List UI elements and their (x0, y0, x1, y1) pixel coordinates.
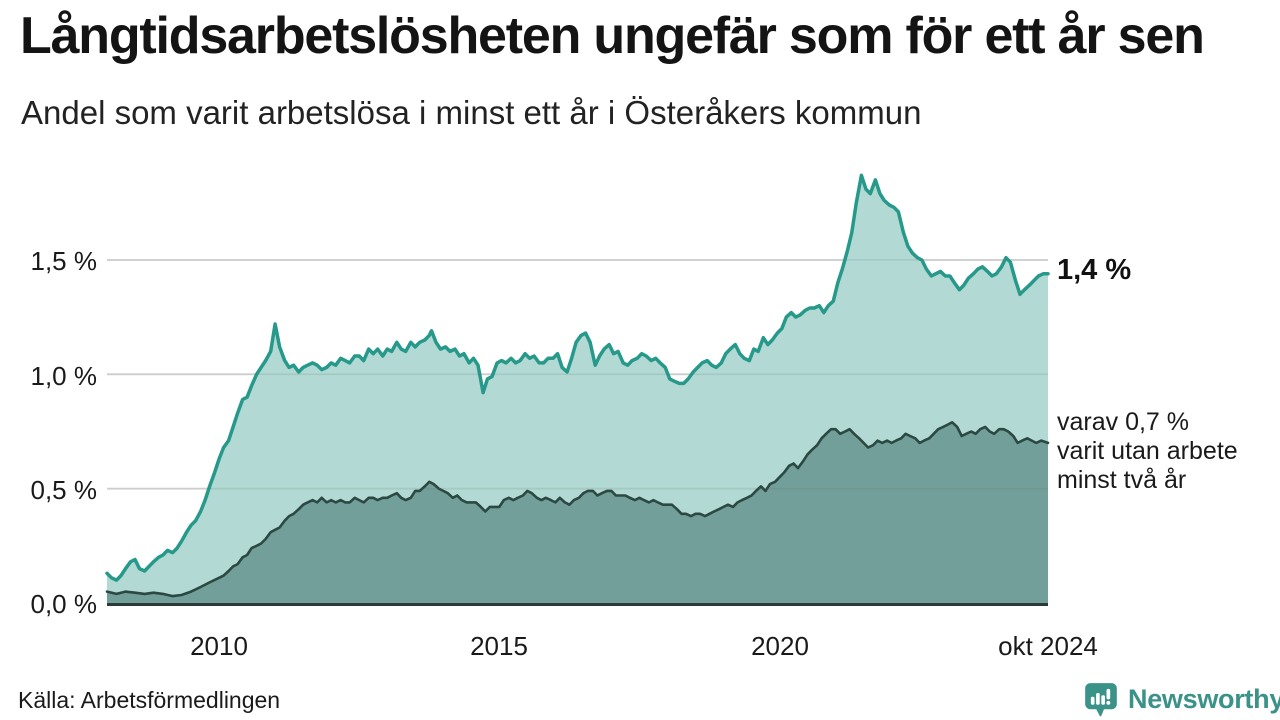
y-tick-1-5: 1,5 % (30, 246, 98, 276)
y-tick-0-5: 0,5 % (30, 475, 98, 505)
secondary-annotation-line-2: varit utan arbete (1057, 437, 1238, 465)
x-tick-okt-2024: okt 2024 (998, 631, 1098, 661)
chart-series (105, 173, 1050, 604)
x-tick-2015: 2015 (470, 631, 528, 661)
y-tick-0-0: 0,0 % (30, 589, 98, 619)
newsworthy-logo: Newsworthy (1082, 680, 1280, 718)
gridlines-overlay (107, 259, 1048, 490)
secondary-series-annotation: varav 0,7 % varit utan arbete minst två … (1057, 408, 1238, 495)
source-credit: Källa: Arbetsförmedlingen (18, 687, 281, 713)
page-subtitle: Andel som varit arbetslösa i minst ett å… (21, 94, 922, 131)
newsworthy-logo-icon (1085, 683, 1117, 717)
newsworthy-wordmark: Newsworthy (1128, 683, 1280, 714)
x-tick-2010: 2010 (190, 631, 248, 661)
x-tick-2020: 2020 (751, 631, 809, 661)
y-tick-1-0: 1,0 % (30, 361, 98, 391)
final-value-label: 1,4 % (1057, 254, 1132, 286)
secondary-annotation-line-1: varav 0,7 % (1057, 408, 1190, 436)
secondary-annotation-line-3: minst två år (1057, 466, 1187, 494)
page-title: Långtidsarbetslösheten ungefär som för e… (20, 7, 1205, 65)
